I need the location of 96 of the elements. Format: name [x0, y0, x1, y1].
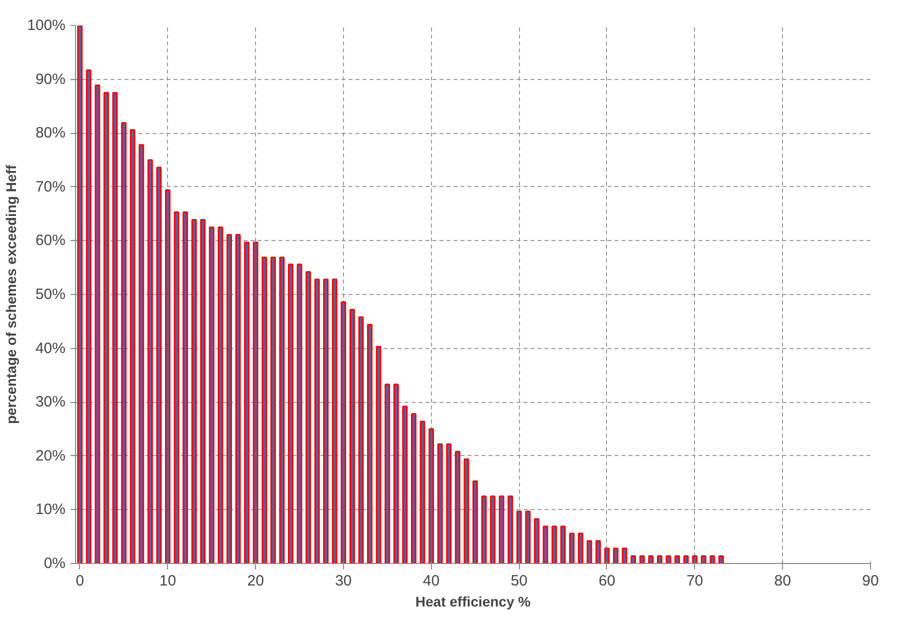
y-tick-label: 40%: [35, 340, 66, 357]
bar: [656, 555, 662, 564]
x-tick-label: 10: [159, 572, 176, 590]
bar: [288, 264, 294, 564]
bar: [604, 548, 610, 564]
bar: [244, 242, 250, 564]
bar: [410, 413, 416, 564]
bar: [279, 256, 285, 564]
y-tick-label: 0%: [44, 555, 66, 572]
bar: [147, 159, 153, 564]
x-tick-label: 70: [686, 572, 704, 590]
bar: [226, 234, 232, 564]
bar: [490, 496, 496, 564]
bar: [586, 540, 592, 564]
y-tick-label: 60%: [35, 232, 66, 250]
bar: [630, 555, 636, 564]
bar: [525, 510, 531, 564]
y-axis-title: percentage of schemes exceeding Heff: [3, 164, 20, 424]
y-tick-label: 10%: [35, 501, 66, 518]
bar: [560, 526, 566, 564]
bar: [384, 384, 390, 564]
bar: [542, 526, 548, 564]
y-tick-label: 70%: [35, 178, 66, 196]
bar: [613, 548, 618, 564]
x-tick-label: 0: [76, 572, 84, 590]
bar: [306, 271, 312, 564]
bar: [200, 218, 206, 564]
bar: [270, 256, 276, 564]
bar: [367, 324, 373, 564]
y-tick-label: 90%: [35, 70, 66, 88]
x-tick-label: 40: [422, 572, 440, 590]
bar: [639, 555, 645, 564]
bar: [622, 548, 628, 564]
bar: [376, 346, 382, 564]
bar: [174, 211, 180, 564]
bar: [428, 428, 434, 564]
bar: [94, 84, 100, 564]
bar: [481, 496, 487, 564]
bar: [296, 264, 302, 564]
bar: [700, 555, 706, 564]
bar: [191, 218, 197, 564]
y-tick-label: 50%: [35, 286, 66, 303]
bar: [235, 234, 241, 564]
bar: [349, 308, 355, 564]
bar: [472, 480, 478, 564]
bar: [332, 278, 338, 564]
bar: [552, 526, 557, 564]
bar: [130, 129, 136, 564]
bar: [595, 540, 601, 564]
y-tick-label: 30%: [35, 394, 66, 411]
bar: [121, 122, 127, 564]
y-tick-label: 80%: [35, 124, 66, 142]
bar: [323, 278, 329, 564]
y-tick-label: 100%: [27, 17, 66, 34]
bar: [692, 555, 698, 564]
bar: [498, 496, 504, 564]
bar: [446, 443, 452, 564]
bar: [569, 532, 575, 564]
bar: [578, 532, 584, 564]
x-tick-label: 60: [598, 572, 616, 590]
bar: [165, 189, 170, 564]
bar: [262, 256, 268, 564]
y-tick-label: 20%: [35, 447, 66, 464]
x-tick-label: 50: [510, 572, 528, 590]
bar: [138, 144, 144, 564]
bar: [648, 555, 654, 564]
x-tick-label: 80: [774, 572, 791, 590]
bar: [402, 406, 408, 564]
bar: [534, 518, 540, 564]
bar: [86, 69, 92, 564]
bar: [683, 555, 689, 564]
bar: [112, 92, 118, 564]
x-axis-title: Heat efficiency %: [415, 594, 532, 610]
x-tick-label: 90: [862, 572, 879, 590]
bar: [516, 510, 522, 564]
bar: [182, 211, 188, 564]
bar: [252, 242, 258, 564]
x-tick-label: 20: [247, 572, 264, 590]
bar: [437, 443, 443, 564]
bar: [674, 555, 680, 564]
bar: [464, 458, 470, 564]
bar: [393, 384, 399, 564]
bar: [218, 226, 224, 564]
x-tick-label: 30: [335, 572, 352, 590]
bar: [156, 166, 162, 564]
bar: [710, 555, 716, 564]
bar: [718, 555, 724, 564]
bar: [358, 316, 364, 564]
bar: [314, 278, 320, 564]
bar: [208, 226, 214, 564]
bar: [420, 420, 426, 564]
bar: [666, 555, 672, 564]
bar: [340, 301, 346, 564]
bar: [104, 92, 109, 564]
bar: [454, 450, 460, 564]
bar: [508, 496, 514, 564]
